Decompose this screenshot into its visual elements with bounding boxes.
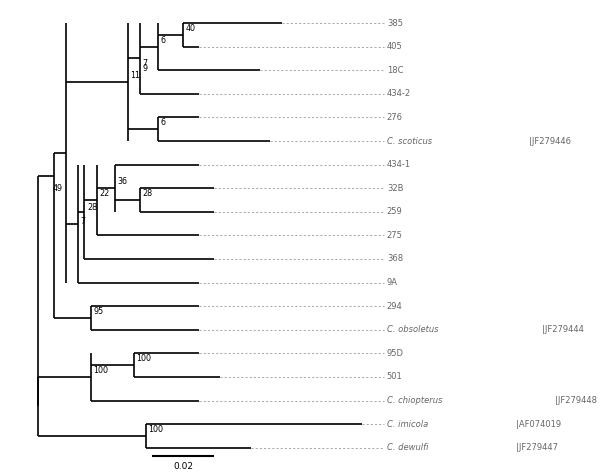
Text: 275: 275	[387, 231, 403, 240]
Text: 28: 28	[87, 203, 97, 212]
Text: C. chiopterus: C. chiopterus	[387, 396, 442, 405]
Text: 434-2: 434-2	[387, 89, 411, 99]
Text: 276: 276	[387, 113, 403, 122]
Text: 7: 7	[81, 218, 86, 227]
Text: 36: 36	[118, 177, 128, 186]
Text: 368: 368	[387, 255, 403, 263]
Text: 100: 100	[149, 425, 164, 434]
Text: 501: 501	[387, 372, 403, 381]
Text: |AF074019: |AF074019	[517, 420, 562, 428]
Text: 434-1: 434-1	[387, 160, 411, 169]
Text: C. scoticus: C. scoticus	[387, 137, 432, 146]
Text: 6: 6	[161, 119, 166, 127]
Text: C. imicola: C. imicola	[387, 420, 428, 428]
Text: 49: 49	[53, 184, 63, 193]
Text: 405: 405	[387, 42, 403, 51]
Text: 40: 40	[185, 24, 196, 33]
Text: 100: 100	[93, 366, 108, 375]
Text: C. dewulfi: C. dewulfi	[387, 443, 428, 452]
Text: C. obsoletus: C. obsoletus	[387, 325, 439, 334]
Text: 95D: 95D	[387, 349, 404, 358]
Text: |JF279444: |JF279444	[542, 325, 584, 334]
Text: 95: 95	[93, 307, 103, 316]
Text: 28: 28	[142, 189, 152, 198]
Text: |JF279447: |JF279447	[517, 443, 559, 452]
Text: 294: 294	[387, 302, 403, 311]
Text: 18C: 18C	[387, 66, 403, 75]
Text: 9: 9	[142, 64, 148, 73]
Text: 385: 385	[387, 19, 403, 28]
Text: 259: 259	[387, 207, 403, 216]
Text: 100: 100	[136, 354, 151, 363]
Text: 32B: 32B	[387, 184, 403, 193]
Text: 22: 22	[99, 189, 109, 198]
Text: 6: 6	[161, 36, 166, 45]
Text: 9A: 9A	[387, 278, 398, 287]
Text: |JF279448: |JF279448	[556, 396, 598, 405]
Text: 11: 11	[130, 71, 140, 80]
Text: 0.02: 0.02	[173, 462, 193, 471]
Text: 7: 7	[142, 60, 148, 69]
Text: |JF279446: |JF279446	[529, 137, 571, 146]
